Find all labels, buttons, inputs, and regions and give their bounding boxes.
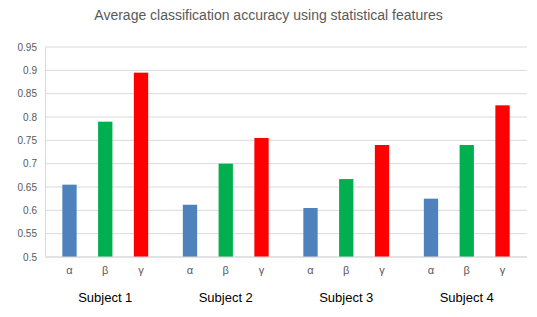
- bar: [254, 138, 268, 257]
- grid-line: [45, 47, 527, 48]
- y-tick: 0.5: [23, 252, 45, 263]
- category-label: Subject 4: [440, 290, 494, 305]
- grid: [45, 47, 527, 257]
- y-tick: 0.65: [18, 182, 45, 193]
- category-label: Subject 1: [78, 290, 132, 305]
- y-axis-line: [45, 48, 46, 258]
- y-tick-label: 0.5: [23, 252, 37, 263]
- y-tick: 0.7: [23, 158, 45, 169]
- y-tick-label: 0.65: [18, 182, 38, 193]
- y-tick: 0.55: [18, 228, 45, 239]
- grid-line: [45, 117, 527, 118]
- x-tick-label: α: [66, 264, 73, 276]
- x-axis-line: [45, 257, 527, 258]
- y-tick-label: 0.9: [23, 65, 37, 76]
- x-tick-label: α: [428, 264, 435, 276]
- y-tick: 0.8: [23, 112, 45, 123]
- x-tick-label: γ: [259, 264, 265, 276]
- x-tick-label: β: [464, 264, 470, 276]
- grid-line: [45, 210, 527, 211]
- y-tick-label: 0.8: [23, 112, 37, 123]
- bar: [375, 145, 389, 257]
- bar: [134, 73, 148, 257]
- x-tick-label: β: [223, 264, 229, 276]
- y-tick-label: 0.85: [18, 88, 38, 99]
- grid-line: [45, 187, 527, 188]
- x-tick-label: γ: [500, 264, 506, 276]
- y-tick: 0.9: [23, 65, 45, 76]
- x-tick-label: β: [343, 264, 349, 276]
- y-axis: 0.5 0.55 0.6 0.65 0.7 0.75 0.8 0.85 0.9 0.95: [18, 42, 46, 263]
- grid-line: [45, 70, 527, 71]
- grid-line: [45, 140, 527, 141]
- y-tick: 0.85: [18, 88, 45, 99]
- grid-line: [45, 233, 527, 234]
- x-tick-label: β: [102, 264, 108, 276]
- bar: [62, 185, 76, 257]
- y-tick-label: 0.55: [18, 228, 38, 239]
- x-tick-label: α: [307, 264, 314, 276]
- bar: [219, 164, 233, 257]
- x-tick-label: α: [187, 264, 194, 276]
- y-tick-label: 0.95: [18, 42, 38, 53]
- y-tick-label: 0.6: [23, 205, 37, 216]
- bar: [183, 205, 197, 257]
- bar: [424, 199, 438, 257]
- y-tick-label: 0.75: [18, 135, 38, 146]
- title: Average classification accuracy using st…: [94, 7, 442, 23]
- x-axis: α β γ Subject 1 α β γ Subject 2 α β γ Subject 3 α β γ S…: [45, 257, 527, 305]
- y-tick: 0.75: [18, 135, 45, 146]
- bar: [495, 105, 509, 257]
- x-tick-label: γ: [379, 264, 385, 276]
- bars: [62, 73, 509, 257]
- bar: [303, 208, 317, 257]
- x-tick-label: γ: [138, 264, 144, 276]
- y-tick-label: 0.7: [23, 158, 37, 169]
- category-label: Subject 2: [199, 290, 253, 305]
- category-label: Subject 3: [319, 290, 373, 305]
- y-tick: 0.95: [18, 42, 45, 53]
- grid-line: [45, 257, 527, 258]
- y-tick: 0.6: [23, 205, 45, 216]
- grid-line: [45, 93, 527, 94]
- bar: [98, 122, 112, 257]
- grid-line: [45, 163, 527, 164]
- bar: [339, 179, 353, 257]
- chart: Average classification accuracy using st…: [0, 0, 537, 317]
- bar: [460, 145, 474, 257]
